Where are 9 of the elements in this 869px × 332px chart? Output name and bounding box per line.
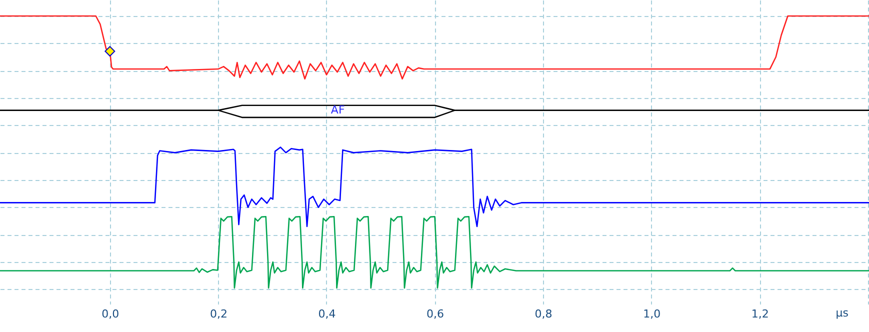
x-axis-title: µs (836, 306, 849, 320)
x-tick-label: 0,2 (210, 308, 228, 320)
x-tick-label: 1,0 (643, 308, 661, 320)
x-tick-label: 0,8 (534, 308, 552, 320)
x-tick-label: 1,2 (751, 308, 769, 320)
x-tick-label: 0,0 (102, 308, 120, 320)
x-tick-label: 0,6 (426, 308, 444, 320)
x-tick-label: 0,4 (318, 308, 336, 320)
annotation: AF (330, 103, 345, 116)
